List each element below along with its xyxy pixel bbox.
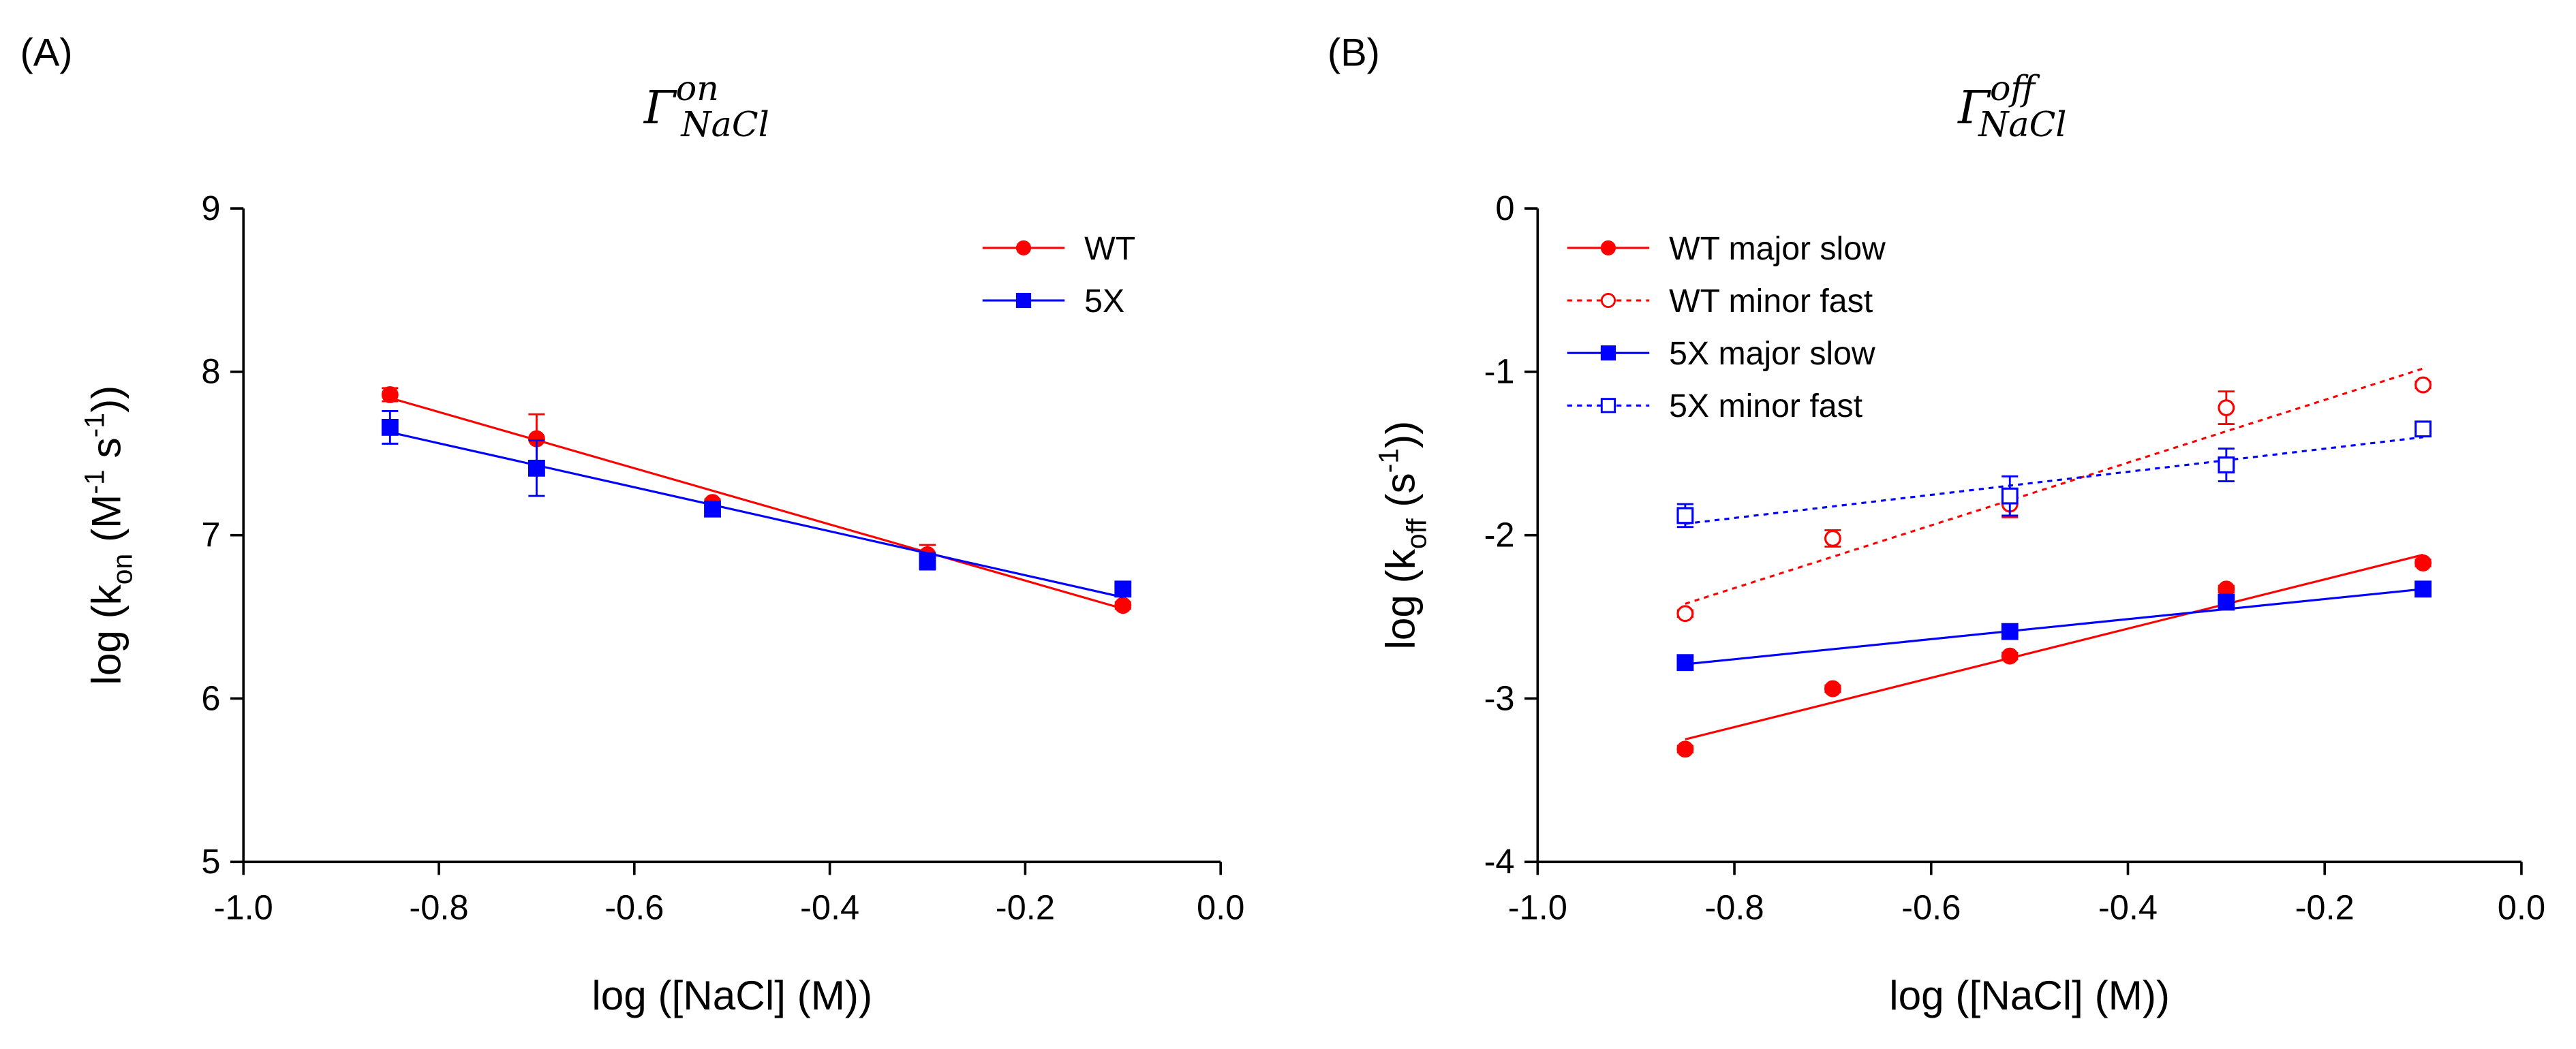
y-label-part: on (106, 554, 138, 585)
marker (1114, 580, 1132, 598)
legend-label: 5X major slow (1669, 335, 1875, 372)
legend-label: 5X minor fast (1669, 388, 1862, 424)
x-tick-label: -0.2 (996, 888, 1055, 927)
x-tick-label: 0.0 (1197, 888, 1244, 927)
marker (2414, 580, 2432, 598)
marker (2218, 399, 2235, 417)
legend-item: WT minor fast (1567, 283, 1873, 319)
y-label-part: -1 (78, 413, 110, 437)
fit-line (1685, 588, 2423, 666)
title-base: Γ (1957, 80, 1991, 134)
legend-label: WT major slow (1669, 230, 1886, 267)
x-tick-label: -0.4 (2098, 888, 2158, 927)
legend-marker (1015, 292, 1032, 309)
legend-marker (1600, 240, 1616, 255)
marker (528, 459, 545, 477)
fit-line (1685, 367, 2424, 605)
title-sub: NaCl (679, 104, 769, 144)
x-tick-label: -0.6 (1901, 888, 1961, 927)
y-tick-label: -4 (1484, 842, 1515, 881)
marker (2414, 420, 2432, 438)
x-tick-label: -0.2 (2295, 888, 2355, 927)
marker (704, 500, 721, 518)
panel-label: (B) (1328, 31, 1380, 74)
legend-label: WT minor fast (1669, 283, 1873, 319)
x-axis-label: log ([NaCl] (M)) (1889, 972, 2170, 1018)
marker (2001, 647, 2019, 665)
y-axis-label: log (kon (M-1 s-1)) (78, 386, 138, 685)
y-tick-label: 9 (201, 189, 220, 228)
y-tick-label: 6 (201, 678, 220, 717)
marker (2001, 487, 2019, 505)
y-label-part: )) (1377, 421, 1424, 448)
marker (1824, 530, 1841, 547)
fit-line (1685, 553, 2423, 740)
title-sup: on (676, 68, 719, 108)
marker (2001, 623, 2019, 640)
x-tick-label: -0.6 (604, 888, 664, 927)
marker (2414, 554, 2432, 572)
y-label-part: (M (82, 495, 129, 554)
marker (2218, 456, 2235, 473)
chart-title: Γon NaCl (643, 68, 769, 144)
y-tick-label: 8 (201, 352, 220, 391)
y-label-part: s (82, 437, 129, 469)
marker (381, 418, 399, 436)
legend-label: WT (1084, 230, 1135, 267)
x-tick-label: 0.0 (2498, 888, 2545, 927)
y-label-part: log (k (1377, 548, 1424, 649)
y-tick-label: 0 (1495, 189, 1514, 228)
fit-line (1685, 436, 2423, 525)
y-label-part: log (k (82, 584, 129, 685)
x-tick-label: -1.0 (1508, 888, 1567, 927)
legend-item: WT (982, 230, 1135, 267)
legend-label: 5X (1084, 283, 1124, 319)
legend-item: 5X major slow (1567, 335, 1875, 372)
fit-line (389, 431, 1124, 599)
panel-label: (A) (20, 31, 72, 74)
title-sup: off (1990, 68, 2040, 108)
legend-marker (1600, 398, 1616, 413)
y-label-part: off (1400, 518, 1432, 549)
marker (1676, 605, 1694, 623)
y-tick-label: -1 (1484, 352, 1515, 391)
y-tick-label: -3 (1484, 678, 1515, 717)
marker (1676, 507, 1694, 524)
x-tick-label: -0.8 (409, 888, 468, 927)
legend-item: WT major slow (1567, 230, 1886, 267)
marker (1676, 740, 1694, 758)
y-axis-label: log (koff (s-1)) (1373, 421, 1432, 650)
y-tick-label: 5 (201, 842, 220, 881)
y-label-part: -1 (78, 469, 110, 494)
y-tick-label: -2 (1484, 516, 1515, 554)
y-label-part: (s (1377, 473, 1424, 518)
x-axis-label: log ([NaCl] (M)) (592, 972, 872, 1018)
title-sub: NaCl (1977, 104, 2066, 144)
marker (1824, 680, 1841, 698)
marker (1114, 597, 1132, 614)
marker (919, 552, 936, 570)
legend-marker (1600, 292, 1616, 309)
marker (2218, 593, 2235, 611)
x-tick-label: -1.0 (214, 888, 273, 927)
legend-item: 5X minor fast (1567, 388, 1863, 424)
marker (1676, 654, 1694, 672)
legend-marker (1600, 345, 1616, 361)
chart-title: Γoff NaCl (1957, 68, 2066, 144)
y-label-part: )) (82, 386, 129, 413)
title-base: Γ (643, 80, 677, 134)
fit-line (389, 396, 1124, 610)
legend-marker (1015, 240, 1032, 255)
legend-item: 5X (982, 283, 1124, 319)
marker (381, 386, 399, 403)
x-tick-label: -0.8 (1704, 888, 1764, 927)
x-tick-label: -0.4 (800, 888, 859, 927)
y-tick-label: 7 (201, 516, 220, 554)
marker (2414, 376, 2432, 394)
y-label-part: -1 (1373, 448, 1404, 473)
